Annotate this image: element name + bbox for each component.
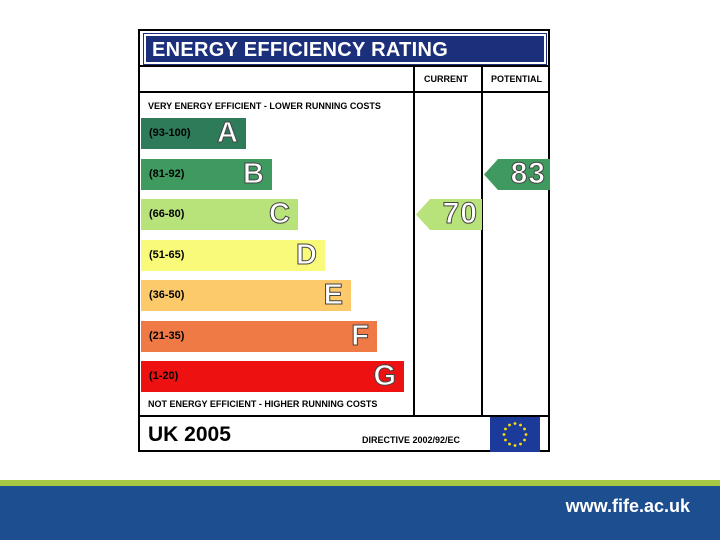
rating-band-e: (36-50) E <box>141 279 351 312</box>
band-range: (1-20) <box>149 370 179 382</box>
band-range: (36-50) <box>149 289 185 301</box>
band-range: (21-35) <box>149 329 185 342</box>
rating-band-d: (51-65) D <box>141 238 325 271</box>
potential-rating-arrow: 83 <box>484 156 550 190</box>
bottom-note: NOT ENERGY EFFICIENT - HIGHER RUNNING CO… <box>148 399 378 409</box>
divider <box>140 415 548 417</box>
rating-band-f: (21-35) F <box>141 319 377 352</box>
rating-band-g: (1-20) G <box>141 360 404 393</box>
potential-column-header: POTENTIAL <box>491 74 542 84</box>
band-range: (81-92) <box>149 167 185 180</box>
band-letter: B <box>243 157 265 190</box>
divider <box>140 65 548 67</box>
rating-band-a: (93-100) A <box>141 117 246 150</box>
band-letter: E <box>323 279 343 312</box>
directive-text: DIRECTIVE 2002/92/EC <box>362 435 461 445</box>
rating-band-c: (66-80) C <box>141 198 298 231</box>
current-column-header: CURRENT <box>424 74 468 84</box>
band-range: (66-80) <box>149 208 185 220</box>
potential-rating-value: 83 <box>510 156 546 190</box>
band-letter: G <box>373 360 397 393</box>
divider <box>413 66 415 416</box>
eu-flag-icon <box>490 417 540 452</box>
rating-band-b: (81-92) B <box>141 157 272 190</box>
footer-url: www.fife.ac.uk <box>565 496 690 516</box>
current-rating-value: 70 <box>442 197 478 231</box>
band-range: (93-100) <box>149 127 191 139</box>
title-bar: ENERGY EFFICIENCY RATING <box>143 33 547 65</box>
uk-year: UK 2005 <box>148 423 231 446</box>
top-note: VERY ENERGY EFFICIENT - LOWER RUNNING CO… <box>148 101 381 111</box>
energy-rating-label: ENERGY EFFICIENCY RATING CURRENT POTENTI… <box>138 29 550 452</box>
footer-bar: www.fife.ac.uk <box>0 486 720 540</box>
divider <box>140 91 548 93</box>
label-title: ENERGY EFFICIENCY RATING <box>152 39 449 61</box>
band-letter: C <box>269 198 291 231</box>
footer-stripe <box>0 480 720 486</box>
band-range: (51-65) <box>149 248 185 261</box>
band-letter: A <box>217 117 239 150</box>
band-letter: D <box>296 238 318 271</box>
divider <box>481 66 483 416</box>
current-rating-arrow: 70 <box>416 197 482 231</box>
band-letter: F <box>351 319 370 352</box>
